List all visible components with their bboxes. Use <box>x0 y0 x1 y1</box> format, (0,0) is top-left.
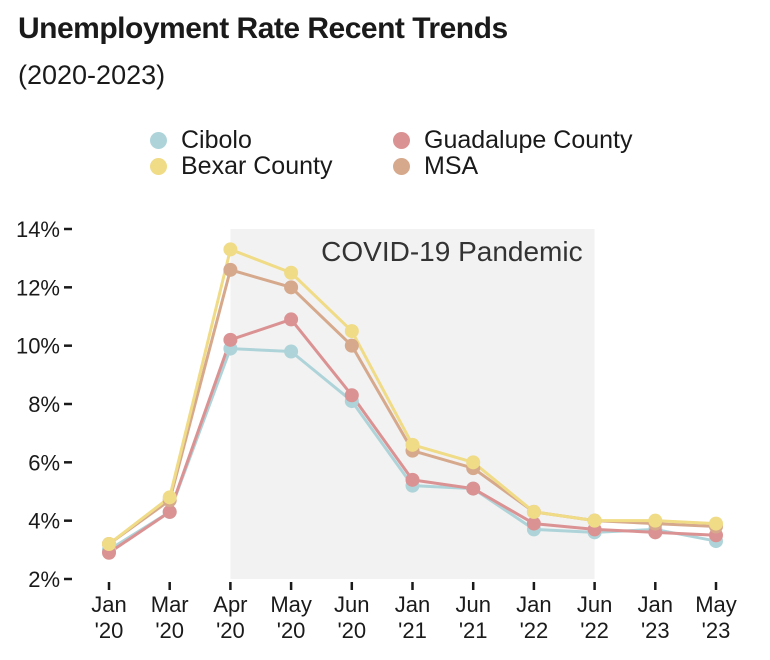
x-tick-label: '20 <box>95 618 124 643</box>
legend-item-guadalupe-county: Guadalupe County <box>393 126 632 155</box>
data-point-bexar-county <box>162 490 177 505</box>
data-point-msa <box>284 280 299 295</box>
data-point-guadalupe-county <box>466 481 481 496</box>
chart-subtitle: (2020-2023) <box>18 60 166 90</box>
legend-label-bexar-county: Bexar County <box>181 152 333 180</box>
legend-item-bexar-county: Bexar County <box>150 152 332 181</box>
x-tick-label: '20 <box>155 618 184 643</box>
x-tick-label: Jan <box>395 592 430 617</box>
data-point-bexar-county <box>587 513 602 528</box>
data-point-guadalupe-county <box>344 388 359 403</box>
data-point-bexar-county <box>466 455 481 470</box>
legend-dot-bexar-county <box>150 158 167 175</box>
x-tick-label: '20 <box>216 618 245 643</box>
x-tick-label: Apr <box>213 592 247 617</box>
legend-item-msa: MSA <box>393 152 478 181</box>
x-tick-label: Jan <box>516 592 551 617</box>
x-tick-label: '21 <box>398 618 427 643</box>
legend-dot-cibolo <box>150 132 167 149</box>
legend-item-cibolo: Cibolo <box>150 126 252 155</box>
data-point-msa <box>223 262 238 277</box>
data-point-cibolo <box>284 344 299 359</box>
x-tick-label: Mar <box>151 592 189 617</box>
x-tick-label: '23 <box>702 618 731 643</box>
data-point-bexar-county <box>709 516 723 531</box>
x-tick-label: '22 <box>580 618 609 643</box>
data-point-bexar-county <box>102 537 116 551</box>
y-tick-label: 8% <box>28 392 60 417</box>
data-point-bexar-county <box>284 265 299 280</box>
x-tick-label: May <box>270 592 312 617</box>
y-tick-label: 14% <box>16 217 60 242</box>
x-tick-label: May <box>695 592 737 617</box>
data-point-bexar-county <box>344 324 359 339</box>
data-point-guadalupe-county <box>162 504 177 519</box>
x-tick-label: Jan <box>638 592 673 617</box>
data-point-bexar-county <box>223 242 238 257</box>
y-tick-label: 6% <box>28 450 60 475</box>
data-point-guadalupe-county <box>284 312 299 327</box>
data-point-bexar-county <box>526 504 541 519</box>
legend-label-cibolo: Cibolo <box>181 126 252 154</box>
x-tick-label: '20 <box>277 618 306 643</box>
x-tick-label: Jun <box>334 592 369 617</box>
legend-label-guadalupe-county: Guadalupe County <box>424 126 633 154</box>
x-tick-label: '21 <box>459 618 488 643</box>
legend-dot-msa <box>393 158 410 175</box>
x-tick-label: '23 <box>641 618 670 643</box>
data-point-guadalupe-county <box>526 516 541 531</box>
y-tick-label: 12% <box>16 275 60 300</box>
y-tick-label: 4% <box>28 509 60 534</box>
x-tick-label: Jun <box>455 592 490 617</box>
x-tick-label: Jan <box>91 592 126 617</box>
data-point-bexar-county <box>648 513 663 528</box>
x-tick-label: '20 <box>337 618 366 643</box>
legend: Cibolo Guadalupe County Bexar County MSA <box>150 126 710 186</box>
data-point-msa <box>344 338 359 353</box>
chart-title: Unemployment Rate Recent Trends <box>18 12 508 45</box>
legend-label-msa: MSA <box>424 152 479 180</box>
x-tick-label: '22 <box>520 618 549 643</box>
y-tick-label: 2% <box>28 567 60 592</box>
y-tick-label: 10% <box>16 334 60 359</box>
data-point-guadalupe-county <box>405 472 420 487</box>
x-tick-label: Jun <box>577 592 612 617</box>
legend-dot-guadalupe-county <box>393 132 410 149</box>
covid-annotation-label: COVID-19 Pandemic <box>321 236 582 267</box>
data-point-guadalupe-county <box>223 332 238 347</box>
data-point-bexar-county <box>405 437 420 452</box>
